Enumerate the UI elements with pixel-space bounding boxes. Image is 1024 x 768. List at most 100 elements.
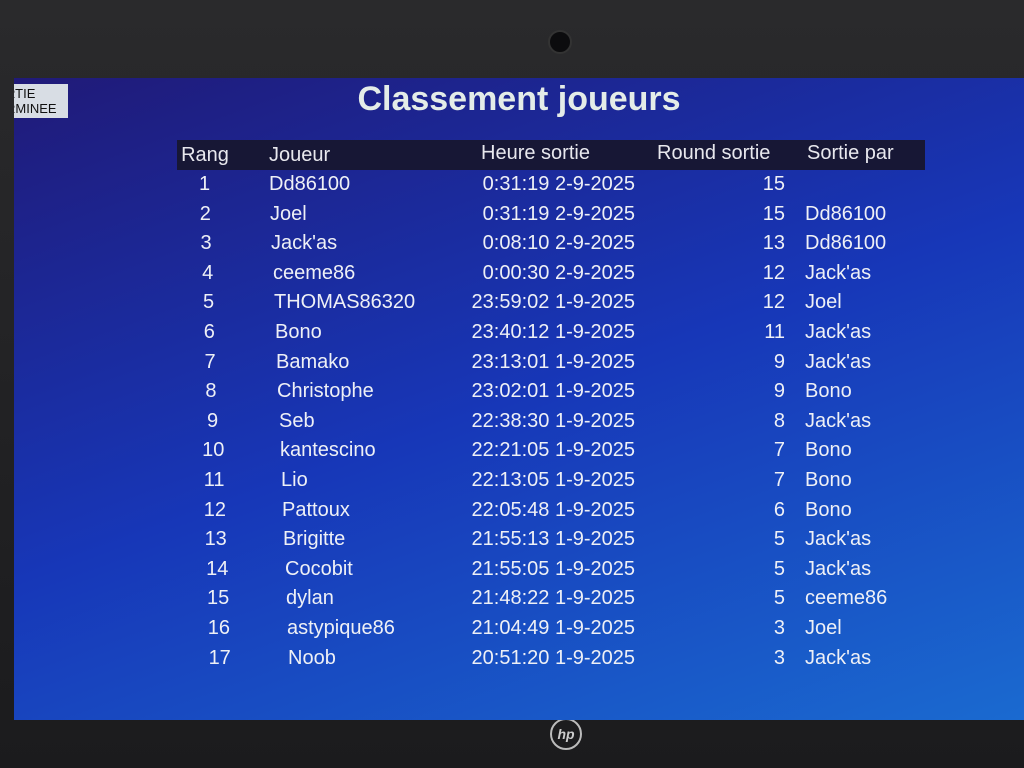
time-cell: 21:55:13 1-9-2025 (471, 528, 635, 551)
eliminated-by-cell: Bono (805, 439, 852, 462)
player-cell: Seb (279, 409, 315, 432)
eliminated-by-cell: Jack'as (805, 320, 872, 343)
time-cell: 22:21:05 1-9-2025 (471, 439, 635, 462)
round-cell: 5 (773, 587, 785, 610)
time-cell: 22:13:05 1-9-2025 (471, 468, 635, 491)
time-cell: 23:59:02 1-9-2025 (471, 291, 635, 314)
time-cell: 20:51:20 1-9-2025 (471, 646, 635, 669)
eliminated-by-cell: Jack'as (805, 646, 872, 669)
status-badge: RTIE RMINEE (14, 84, 68, 118)
status-line-2: RMINEE (14, 101, 57, 116)
time-cell: 0:31:19 2-9-2025 (482, 173, 635, 195)
eliminated-by-cell: Dd86100 (805, 202, 887, 225)
round-cell: 11 (764, 320, 785, 343)
table-row: 14 Cocobit 21:55:05 1-9-2025 5 Jack'as (177, 558, 925, 588)
table-row: 13 Brigitte 21:55:13 1-9-2025 5 Jack'as (177, 528, 925, 558)
table-row: 6 Bono 23:40:12 1-9-2025 11 Jack'as (177, 321, 925, 351)
status-line-1: RTIE (14, 86, 36, 101)
player-cell: dylan (286, 587, 334, 610)
rank-cell: 1 (198, 173, 211, 195)
rank-cell: 9 (206, 409, 219, 432)
table-row: 12 Pattoux 22:05:48 1-9-2025 6 Bono (177, 499, 925, 529)
player-cell: Bamako (276, 350, 350, 373)
player-cell: Christophe (277, 380, 374, 403)
player-cell: ceeme86 (273, 261, 356, 284)
eliminated-by-cell: Joel (805, 291, 842, 314)
leaderboard-table: 1 Dd86100 0:31:19 2-9-2025 15 2 Joel 0:31:19 2… (177, 173, 925, 676)
rank-cell: 14 (206, 557, 229, 580)
round-cell: 15 (762, 202, 785, 225)
time-cell: 23:40:12 1-9-2025 (471, 320, 635, 343)
eliminated-by-cell: Jack'as (805, 528, 872, 551)
rank-cell: 3 (200, 232, 212, 255)
rank-cell: 13 (204, 528, 227, 551)
header-heure: Heure sortie (481, 142, 590, 164)
rank-cell: 6 (203, 320, 215, 343)
round-cell: 3 (773, 616, 785, 639)
time-cell: 23:13:01 1-9-2025 (471, 350, 635, 373)
page-title: Classement joueurs (357, 80, 681, 118)
table-row: 1 Dd86100 0:31:19 2-9-2025 15 (177, 173, 925, 203)
time-cell: 0:00:30 2-9-2025 (482, 261, 635, 284)
time-cell: 0:08:10 2-9-2025 (482, 232, 635, 255)
player-cell: Bono (275, 320, 322, 343)
round-cell: 13 (762, 232, 785, 255)
eliminated-by-cell: Jack'as (805, 261, 872, 284)
table-row: 7 Bamako 23:13:01 1-9-2025 9 Jack'as (177, 351, 925, 381)
player-cell: Joel (270, 202, 307, 225)
screen: RTIE RMINEE Classement joueurs Rang Joue… (14, 78, 1024, 720)
time-cell: 21:04:49 1-9-2025 (471, 616, 635, 639)
player-cell: Noob (288, 646, 336, 669)
rank-cell: 11 (203, 468, 225, 491)
time-cell: 0:31:19 2-9-2025 (482, 202, 635, 225)
table-row: 4 ceeme86 0:00:30 2-9-2025 12 Jack'as (177, 262, 925, 292)
player-cell: Jack'as (271, 232, 338, 255)
player-cell: Lio (281, 468, 308, 491)
player-cell: THOMAS86320 (274, 291, 416, 314)
time-cell: 22:05:48 1-9-2025 (471, 498, 635, 521)
time-cell: 22:38:30 1-9-2025 (471, 409, 635, 432)
table-row: 9 Seb 22:38:30 1-9-2025 8 Jack'as (177, 410, 925, 440)
player-cell: Dd86100 (269, 173, 351, 195)
hp-logo: hp (550, 718, 582, 750)
rank-cell: 15 (206, 587, 230, 610)
rank-cell: 12 (203, 498, 227, 521)
eliminated-by-cell: Bono (805, 468, 852, 491)
table-header: Rang Joueur Heure sortie Round sortie So… (177, 140, 925, 170)
round-cell: 8 (773, 409, 785, 432)
eliminated-by-cell: Jack'as (805, 350, 872, 373)
round-cell: 7 (773, 439, 785, 462)
rank-cell: 8 (205, 380, 217, 403)
round-cell: 7 (773, 468, 785, 491)
rank-cell: 10 (202, 439, 225, 462)
player-cell: kantescino (280, 439, 376, 462)
eliminated-by-cell: Joel (805, 616, 842, 639)
table-row: 10 kantescino 22:21:05 1-9-2025 7 Bono (177, 439, 925, 469)
table-row: 11 Lio 22:13:05 1-9-2025 7 Bono (177, 469, 925, 499)
header-par: Sortie par (807, 142, 894, 164)
rank-cell: 16 (207, 616, 231, 639)
rank-cell: 7 (204, 350, 216, 373)
table-row: 2 Joel 0:31:19 2-9-2025 15 Dd86100 (177, 203, 925, 233)
rank-cell: 2 (199, 202, 211, 225)
eliminated-by-cell: Bono (805, 498, 852, 521)
webcam-icon (548, 30, 572, 54)
eliminated-by-cell: Dd86100 (805, 232, 887, 255)
header-round: Round sortie (657, 142, 771, 164)
round-cell: 12 (762, 261, 785, 284)
round-cell: 12 (762, 291, 785, 314)
header-rang: Rang (181, 144, 229, 166)
table-row: 16 astypique86 21:04:49 1-9-2025 3 Joel (177, 617, 925, 647)
player-cell: astypique86 (287, 616, 395, 639)
round-cell: 5 (773, 557, 785, 580)
table-row: 8 Christophe 23:02:01 1-9-2025 9 Bono (177, 380, 925, 410)
round-cell: 6 (773, 498, 785, 521)
player-cell: Cocobit (285, 557, 353, 580)
eliminated-by-cell: ceeme86 (805, 587, 888, 610)
round-cell: 3 (773, 646, 785, 669)
player-cell: Brigitte (283, 528, 346, 551)
time-cell: 21:55:05 1-9-2025 (471, 557, 635, 580)
rank-cell: 5 (202, 291, 215, 314)
table-row: 5 THOMAS86320 23:59:02 1-9-2025 12 Joel (177, 291, 925, 321)
round-cell: 9 (773, 350, 785, 373)
